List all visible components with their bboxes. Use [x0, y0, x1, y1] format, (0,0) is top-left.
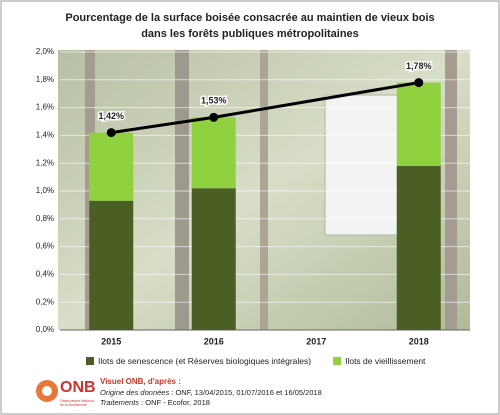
- legend-swatch: [86, 357, 94, 365]
- footer-line: Traitements : ONF - Ecofor, 2018: [100, 398, 210, 407]
- logo-sub: Observatoire National: [60, 399, 94, 403]
- bar: [89, 132, 134, 201]
- line-marker: [209, 112, 219, 122]
- footer-label: Origine des données: [100, 388, 169, 397]
- x-tick-label: 2018: [409, 336, 429, 346]
- y-tick-label: 0,6%: [36, 242, 54, 251]
- bar: [396, 165, 441, 330]
- footer-text: : ONF, 13/04/2015, 01/07/2016 et 16/05/2…: [169, 388, 322, 397]
- chart-title: dans les forêts publiques métropolitaine…: [141, 28, 359, 40]
- y-tick-label: 0,2%: [36, 297, 54, 306]
- footer-heading: Visuel ONB, d'après :: [100, 377, 181, 386]
- y-tick-label: 0,4%: [36, 270, 54, 279]
- logo-sub: de la Biodiversité: [60, 403, 87, 407]
- y-tick-label: 1,2%: [36, 158, 54, 167]
- x-tick-label: 2016: [204, 336, 224, 346]
- y-tick-label: 1,4%: [36, 131, 54, 140]
- footer-line: Origine des données : ONF, 13/04/2015, 0…: [100, 388, 322, 397]
- chart-title: Pourcentage de la surface boisée consacr…: [65, 12, 434, 24]
- x-tick-label: 2017: [306, 336, 326, 346]
- y-tick-label: 1,6%: [36, 103, 54, 112]
- legend-label: Ilots de vieillissement: [345, 356, 426, 366]
- footer: ONB Observatoire National de la Biodiver…: [36, 377, 322, 407]
- bar: [191, 117, 236, 189]
- logo-icon: [42, 386, 52, 396]
- y-tick-label: 1,0%: [36, 186, 54, 195]
- footer-label: Traitements: [100, 398, 139, 407]
- data-label: 1,42%: [98, 111, 124, 121]
- logo: ONB: [60, 379, 96, 396]
- legend-label: Ilots de senescence (et Réserves biologi…: [98, 356, 311, 366]
- footer-text: : ONF - Ecofor, 2018: [139, 398, 210, 407]
- data-label: 1,78%: [406, 61, 432, 71]
- data-label: 1,53%: [201, 96, 227, 106]
- y-tick-label: 0,0%: [36, 325, 54, 334]
- x-tick-label: 2015: [101, 336, 121, 346]
- line-marker: [106, 128, 116, 138]
- y-tick-label: 2,0%: [36, 47, 54, 56]
- y-tick-label: 1,8%: [36, 75, 54, 84]
- line-marker: [414, 78, 424, 88]
- bar: [191, 188, 236, 330]
- bar: [396, 82, 441, 166]
- y-tick-label: 0,8%: [36, 214, 54, 223]
- legend-swatch: [333, 357, 342, 365]
- bar: [89, 200, 134, 330]
